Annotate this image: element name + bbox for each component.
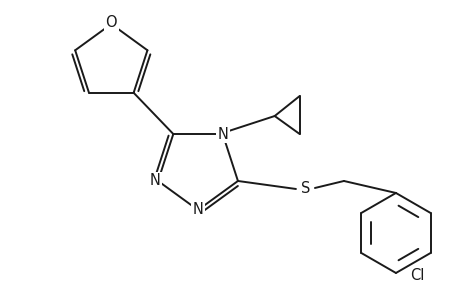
Text: Cl: Cl bbox=[409, 268, 423, 284]
Text: N: N bbox=[149, 173, 160, 188]
Text: O: O bbox=[105, 14, 117, 29]
Text: N: N bbox=[217, 127, 228, 142]
Text: S: S bbox=[301, 182, 310, 196]
Text: N: N bbox=[192, 202, 203, 217]
